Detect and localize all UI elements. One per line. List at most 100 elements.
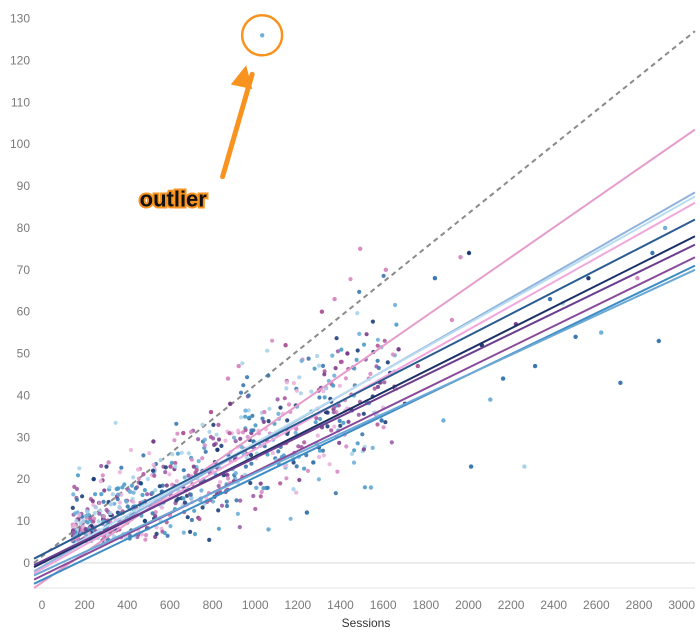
data-point <box>389 440 394 445</box>
x-tick-label: 1800 <box>412 598 439 612</box>
data-point <box>163 465 168 470</box>
data-point <box>157 484 162 489</box>
data-point <box>341 420 346 425</box>
data-point <box>224 503 230 509</box>
data-point <box>260 416 265 421</box>
data-point <box>332 424 337 429</box>
trend-line <box>33 218 696 560</box>
data-point <box>241 383 246 388</box>
x-tick-label: 0 <box>39 598 46 612</box>
data-point <box>158 457 163 463</box>
data-point <box>260 33 265 38</box>
data-point <box>360 432 365 437</box>
data-point <box>288 516 293 521</box>
data-point <box>321 389 326 394</box>
data-point <box>254 485 259 490</box>
data-point <box>91 519 96 524</box>
data-point <box>335 469 340 474</box>
data-point <box>249 461 254 466</box>
data-point <box>302 440 307 445</box>
data-point <box>302 466 307 471</box>
data-point <box>181 530 186 535</box>
data-point <box>282 396 287 401</box>
data-point <box>236 363 241 369</box>
data-point <box>261 419 266 424</box>
data-point <box>396 347 401 352</box>
data-point <box>127 489 133 494</box>
data-point <box>381 273 386 278</box>
data-point <box>294 490 299 495</box>
data-point <box>150 490 155 495</box>
data-point <box>299 358 304 363</box>
data-point <box>143 537 148 542</box>
data-point <box>168 524 173 529</box>
data-point <box>169 460 174 465</box>
data-point <box>266 419 271 424</box>
data-point <box>330 353 335 358</box>
data-point <box>150 468 156 473</box>
reference-line-layer <box>33 30 696 564</box>
data-point <box>233 439 238 444</box>
data-point <box>120 485 125 490</box>
data-point <box>85 509 90 514</box>
data-point <box>662 225 668 231</box>
data-point <box>225 472 230 478</box>
data-point <box>188 429 193 434</box>
data-point <box>207 537 212 543</box>
data-point <box>316 477 321 482</box>
data-point <box>618 380 623 385</box>
data-point <box>243 408 248 413</box>
data-point <box>119 492 124 497</box>
data-point <box>248 452 254 458</box>
data-point <box>167 472 172 477</box>
data-point <box>320 448 325 453</box>
data-point <box>186 473 191 478</box>
data-point <box>108 510 113 516</box>
data-point <box>71 530 76 535</box>
data-point <box>112 501 117 506</box>
data-point <box>345 351 350 356</box>
data-point <box>208 409 214 415</box>
data-point <box>265 348 270 353</box>
data-point <box>500 376 506 381</box>
data-point <box>200 422 205 427</box>
data-point <box>174 421 179 426</box>
data-point <box>297 375 302 380</box>
data-point <box>650 250 655 256</box>
data-point <box>159 505 165 510</box>
data-point <box>304 510 310 515</box>
data-point <box>317 395 322 400</box>
data-point <box>145 476 150 482</box>
reference-line <box>33 30 696 564</box>
y-tick-label: 130 <box>10 12 30 26</box>
data-point <box>203 449 208 454</box>
data-point <box>172 438 177 443</box>
data-point <box>216 508 221 513</box>
data-point <box>390 352 396 357</box>
y-tick-label: 120 <box>10 53 30 67</box>
y-tick-label: 0 <box>23 556 30 570</box>
data-point <box>71 492 76 497</box>
x-tick-label: 2800 <box>626 598 653 612</box>
data-point <box>136 476 141 481</box>
data-point <box>74 486 80 492</box>
data-point <box>333 366 338 371</box>
data-point <box>91 476 96 482</box>
data-point <box>223 438 228 443</box>
data-point <box>100 473 105 478</box>
data-point <box>316 454 322 460</box>
x-tick-label: 2000 <box>455 598 482 612</box>
data-point <box>179 450 184 455</box>
data-point <box>284 380 289 385</box>
data-point <box>141 472 146 477</box>
data-point <box>170 482 175 487</box>
data-point <box>291 381 296 386</box>
data-point <box>236 428 241 433</box>
outlier-annotation: outlier <box>140 187 208 212</box>
data-point <box>331 410 336 415</box>
data-point <box>250 413 255 418</box>
data-point <box>124 499 129 504</box>
data-point <box>102 488 107 493</box>
data-point <box>227 431 232 436</box>
data-point <box>93 505 99 510</box>
